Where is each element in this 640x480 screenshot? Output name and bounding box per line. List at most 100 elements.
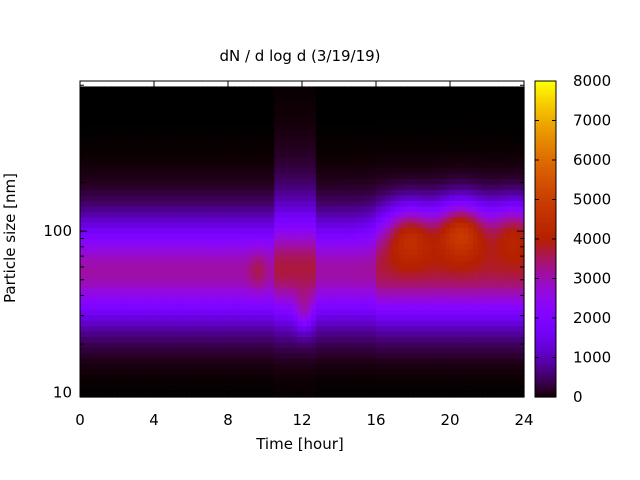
heatmap-cell [302, 326, 308, 333]
heatmap-cell [223, 320, 229, 327]
heatmap-cell [126, 277, 132, 284]
heatmap-cell [450, 124, 456, 131]
heatmap-cell [366, 173, 372, 180]
heatmap-cell [80, 369, 86, 376]
heatmap-cell [228, 298, 234, 305]
heatmap-cell [422, 228, 428, 235]
heatmap-cell [311, 184, 317, 191]
heatmap-cell [195, 130, 201, 137]
heatmap-cell [121, 353, 127, 360]
heatmap-cell [302, 173, 308, 180]
heatmap-cell [98, 146, 104, 153]
heatmap-cell [269, 266, 275, 273]
heatmap-cell [218, 233, 224, 240]
heatmap-cell [348, 386, 354, 393]
heatmap-cell [417, 173, 423, 180]
heatmap-cell [413, 369, 419, 376]
heatmap-cell [195, 179, 201, 186]
heatmap-cell [84, 140, 90, 147]
heatmap-cell [163, 157, 169, 164]
heatmap-cell [468, 369, 474, 376]
heatmap-cell [362, 342, 368, 349]
heatmap-cell [265, 206, 271, 213]
heatmap-cell [389, 200, 396, 207]
heatmap-cell [403, 195, 409, 202]
heatmap-cell [343, 391, 349, 398]
heatmap-cell [251, 168, 257, 175]
heatmap-cell [241, 380, 248, 387]
heatmap-cell [426, 369, 433, 376]
heatmap-cell [140, 266, 146, 273]
heatmap-cell [186, 337, 192, 344]
heatmap-cell [311, 369, 317, 376]
heatmap-cell [140, 347, 146, 355]
heatmap-cell [440, 358, 446, 365]
heatmap-cell [362, 369, 368, 376]
heatmap-cell [181, 102, 187, 109]
heatmap-cell [311, 91, 317, 98]
heatmap-cell [246, 375, 252, 382]
heatmap-cell [241, 179, 248, 186]
heatmap-cell [371, 151, 377, 158]
heatmap-cell [274, 91, 280, 98]
heatmap-cell [195, 342, 201, 349]
heatmap-cell [214, 337, 220, 344]
heatmap-cell [302, 342, 308, 349]
heatmap-cell [440, 140, 446, 147]
heatmap-cell [362, 277, 368, 284]
heatmap-cell [98, 266, 104, 273]
heatmap-cell [223, 233, 229, 240]
heatmap-cell [191, 179, 197, 186]
heatmap-cell [158, 331, 164, 338]
heatmap-cell [204, 380, 211, 387]
heatmap-cell [274, 119, 280, 126]
heatmap-cell [473, 206, 479, 213]
heatmap-cell [366, 179, 372, 186]
heatmap-cell [459, 151, 465, 158]
heatmap-cell [103, 168, 109, 175]
heatmap-cell [408, 168, 414, 175]
heatmap-cell [265, 97, 271, 104]
heatmap-cell [274, 369, 280, 376]
heatmap-cell [191, 342, 197, 349]
heatmap-cell [149, 222, 155, 229]
heatmap-cell [454, 189, 460, 197]
heatmap-cell [237, 91, 243, 98]
heatmap-cell [269, 222, 275, 229]
heatmap-cell [348, 282, 354, 289]
heatmap-cell [195, 369, 201, 376]
heatmap-cell [325, 151, 331, 158]
heatmap-cell [126, 108, 132, 115]
heatmap-cell [436, 364, 442, 371]
heatmap-cell [89, 260, 95, 267]
heatmap-cell [315, 255, 322, 262]
heatmap-cell [181, 228, 187, 235]
heatmap-cell [357, 239, 363, 246]
heatmap-cell [172, 130, 178, 137]
heatmap-cell [163, 228, 169, 235]
heatmap-cell [348, 113, 354, 120]
heatmap-cell [376, 130, 382, 137]
heatmap-cell [241, 130, 248, 137]
heatmap-cell [218, 119, 224, 126]
heatmap-cell [292, 266, 298, 273]
heatmap-cell [362, 81, 368, 88]
heatmap-cell [417, 228, 423, 235]
heatmap-cell [417, 331, 423, 338]
heatmap-cell [325, 200, 331, 207]
heatmap-cell [394, 255, 400, 262]
heatmap-cell [348, 309, 354, 316]
heatmap-cell [454, 380, 460, 387]
heatmap-cell [274, 228, 280, 235]
heatmap-cell [117, 347, 123, 355]
heatmap-cell [473, 386, 479, 393]
heatmap-cell [436, 233, 442, 240]
heatmap-cell [204, 386, 211, 393]
heatmap-cell [158, 97, 164, 104]
heatmap-cell [371, 102, 377, 109]
heatmap-cell [297, 249, 303, 256]
heatmap-cell [191, 309, 197, 316]
heatmap-cell [454, 353, 460, 360]
heatmap-cell [278, 108, 285, 115]
heatmap-cell [107, 353, 113, 360]
